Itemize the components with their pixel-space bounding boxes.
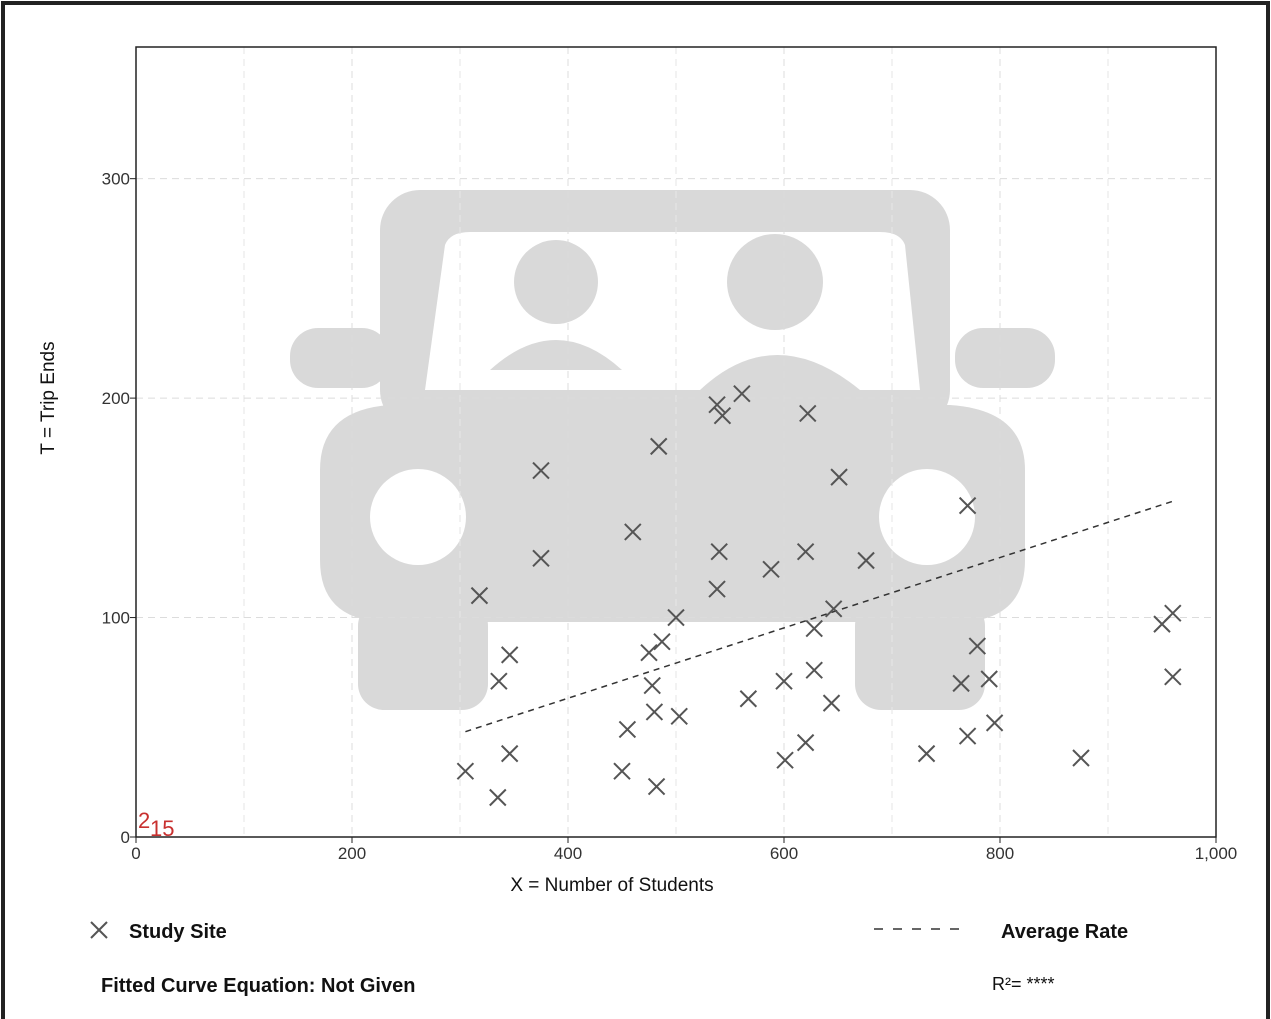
- r-squared: R²= ****: [992, 974, 1055, 994]
- study-site-point: [667, 608, 685, 627]
- x-tick-label: 400: [554, 844, 582, 863]
- study-site-point: [532, 549, 550, 568]
- x-tick-label: 200: [338, 844, 366, 863]
- study-site-point: [985, 714, 1004, 732]
- study-site-point: [968, 637, 987, 655]
- study-site-point: [796, 733, 815, 752]
- study-site-point: [1164, 668, 1182, 686]
- study-site-point: [490, 672, 508, 690]
- study-site-point: [917, 744, 936, 763]
- study-site-point: [958, 727, 977, 745]
- x-tick-label: 600: [770, 844, 798, 863]
- study-site-point: [799, 404, 817, 423]
- study-site-points: [456, 385, 1182, 807]
- study-site-point: [958, 496, 977, 515]
- legend-study-site-label: Study Site: [129, 921, 227, 943]
- study-site-point: [739, 690, 758, 708]
- study-site-point: [500, 646, 519, 664]
- study-site-point: [805, 661, 823, 679]
- study-site-point: [489, 788, 507, 807]
- study-site-point: [980, 670, 998, 688]
- study-site-point: [500, 744, 519, 763]
- study-site-point: [830, 468, 848, 486]
- study-site-point: [670, 707, 688, 726]
- y-tick-label: 0: [121, 828, 130, 847]
- y-tick-label: 100: [102, 609, 130, 628]
- x-axis-label: X = Number of Students: [510, 875, 713, 896]
- study-site-point: [713, 406, 732, 425]
- study-site-point: [456, 762, 475, 780]
- study-site-point: [647, 777, 666, 796]
- study-site-point: [824, 600, 843, 618]
- study-site-point: [1164, 604, 1182, 622]
- y-axis-ticks: 0 100 200 300: [102, 170, 136, 847]
- study-site-point: [775, 672, 793, 690]
- study-site-point: [645, 703, 664, 721]
- study-site-point: [624, 523, 642, 541]
- x-tick-label: 0: [131, 844, 140, 863]
- study-site-point: [857, 551, 875, 570]
- study-site-point: [708, 395, 726, 414]
- study-site-point: [708, 580, 726, 598]
- average-rate-line: [465, 500, 1174, 733]
- y-tick-label: 200: [102, 389, 130, 408]
- study-site-point: [470, 586, 489, 605]
- legend-average-rate-label: Average Rate: [1001, 921, 1128, 943]
- study-site-point: [640, 643, 658, 662]
- legend-study-site-marker: [90, 921, 108, 939]
- fitted-curve-equation: Fitted Curve Equation: Not Given: [101, 975, 415, 997]
- x-tick-label: 800: [986, 844, 1014, 863]
- study-site-point: [733, 385, 751, 403]
- study-site-point: [762, 560, 780, 578]
- car-with-people-watermark-icon: [290, 190, 1055, 710]
- study-site-point: [805, 619, 823, 638]
- x-axis-ticks: 0 200 400 600 800 1,000: [131, 837, 1237, 863]
- study-site-point: [653, 632, 671, 651]
- plot-area: [135, 46, 1217, 838]
- annotation-subscript: 15: [150, 816, 174, 841]
- annotation-number: 2: [138, 808, 150, 833]
- y-axis-label: T = Trip Ends: [38, 341, 59, 454]
- study-site-point: [613, 762, 631, 780]
- x-tick-label: 1,000: [1195, 844, 1238, 863]
- study-site-point: [710, 543, 728, 561]
- y-tick-label: 300: [102, 170, 130, 189]
- study-site-point: [822, 694, 841, 712]
- study-site-point: [776, 751, 794, 769]
- study-site-point: [796, 543, 815, 561]
- study-site-point: [643, 676, 661, 695]
- study-site-point: [650, 437, 668, 456]
- study-site-point: [618, 720, 637, 739]
- study-site-point: [952, 674, 970, 693]
- study-site-point: [1072, 749, 1090, 767]
- study-site-point: [532, 461, 550, 480]
